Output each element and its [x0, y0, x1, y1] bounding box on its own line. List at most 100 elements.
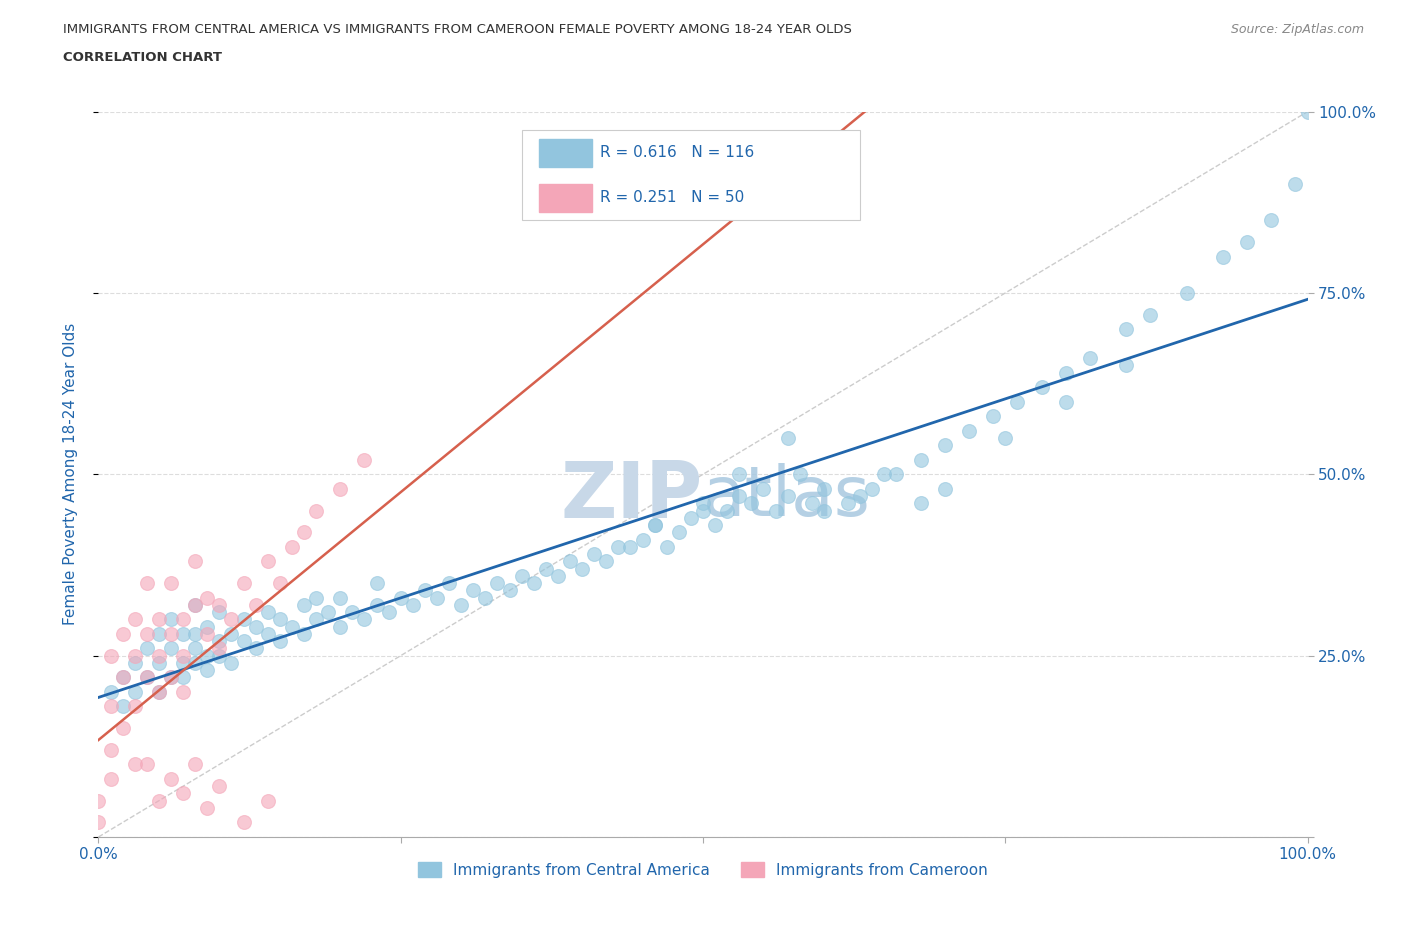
- Point: [728, 467, 751, 482]
- Point: [232, 633, 254, 648]
- Point: [195, 591, 218, 605]
- Point: [160, 612, 183, 627]
- Point: [692, 496, 714, 511]
- Point: [1296, 104, 1319, 119]
- FancyBboxPatch shape: [522, 130, 860, 220]
- Point: [1007, 394, 1029, 409]
- Point: [208, 604, 231, 619]
- Point: [342, 604, 364, 619]
- Point: [813, 503, 835, 518]
- Point: [148, 612, 170, 627]
- Legend: Immigrants from Central America, Immigrants from Cameroon: Immigrants from Central America, Immigra…: [412, 856, 994, 884]
- Point: [160, 670, 183, 684]
- Point: [172, 786, 194, 801]
- Point: [1054, 394, 1077, 409]
- Point: [655, 539, 678, 554]
- Point: [148, 684, 170, 699]
- Point: [111, 670, 134, 684]
- Point: [668, 525, 690, 539]
- Point: [413, 583, 436, 598]
- Point: [184, 554, 207, 569]
- Point: [87, 793, 110, 808]
- Point: [269, 633, 291, 648]
- Text: ZIP: ZIP: [561, 458, 703, 534]
- Point: [172, 656, 194, 671]
- Point: [160, 641, 183, 656]
- Point: [463, 583, 485, 598]
- Point: [1115, 358, 1137, 373]
- Point: [789, 467, 811, 482]
- Point: [124, 699, 146, 714]
- Point: [1284, 177, 1306, 192]
- Point: [1054, 365, 1077, 380]
- Point: [644, 518, 666, 533]
- Point: [934, 482, 956, 497]
- Point: [124, 656, 146, 671]
- Point: [135, 641, 157, 656]
- Point: [221, 656, 243, 671]
- Text: atlas: atlas: [703, 462, 870, 529]
- Point: [558, 554, 581, 569]
- Point: [208, 641, 231, 656]
- Point: [245, 597, 267, 612]
- Point: [100, 772, 122, 787]
- Point: [281, 539, 304, 554]
- Point: [631, 532, 654, 547]
- Point: [184, 597, 207, 612]
- Point: [160, 627, 183, 642]
- Point: [160, 576, 183, 591]
- Point: [873, 467, 896, 482]
- Point: [305, 612, 328, 627]
- Point: [571, 561, 593, 576]
- Point: [269, 612, 291, 627]
- Point: [1139, 307, 1161, 322]
- Point: [232, 576, 254, 591]
- Point: [184, 641, 207, 656]
- Point: [1115, 322, 1137, 337]
- Point: [402, 597, 425, 612]
- Point: [765, 503, 787, 518]
- Text: R = 0.251   N = 50: R = 0.251 N = 50: [600, 191, 744, 206]
- Point: [837, 496, 859, 511]
- Point: [160, 772, 183, 787]
- Point: [111, 670, 134, 684]
- Point: [329, 482, 352, 497]
- Point: [208, 648, 231, 663]
- Point: [208, 597, 231, 612]
- Point: [281, 619, 304, 634]
- Point: [172, 648, 194, 663]
- Point: [316, 604, 339, 619]
- Point: [934, 438, 956, 453]
- Point: [172, 612, 194, 627]
- Point: [305, 503, 328, 518]
- Point: [195, 663, 218, 678]
- Point: [353, 452, 375, 467]
- Point: [583, 547, 606, 562]
- Point: [329, 619, 352, 634]
- Point: [486, 576, 509, 591]
- Text: IMMIGRANTS FROM CENTRAL AMERICA VS IMMIGRANTS FROM CAMEROON FEMALE POVERTY AMONG: IMMIGRANTS FROM CENTRAL AMERICA VS IMMIG…: [63, 23, 852, 36]
- Point: [184, 757, 207, 772]
- Point: [329, 591, 352, 605]
- Point: [534, 561, 557, 576]
- Point: [100, 699, 122, 714]
- Point: [450, 597, 472, 612]
- Point: [1212, 249, 1234, 264]
- Point: [172, 684, 194, 699]
- Point: [111, 699, 134, 714]
- Point: [135, 670, 157, 684]
- Point: [87, 815, 110, 830]
- Point: [221, 612, 243, 627]
- Point: [752, 482, 775, 497]
- Point: [704, 518, 727, 533]
- Point: [849, 488, 872, 503]
- Point: [377, 604, 399, 619]
- Point: [184, 627, 207, 642]
- Point: [195, 627, 218, 642]
- Point: [148, 684, 170, 699]
- Point: [256, 627, 278, 642]
- Text: R = 0.616   N = 116: R = 0.616 N = 116: [600, 145, 755, 161]
- Point: [498, 583, 520, 598]
- Point: [994, 431, 1017, 445]
- Point: [208, 778, 231, 793]
